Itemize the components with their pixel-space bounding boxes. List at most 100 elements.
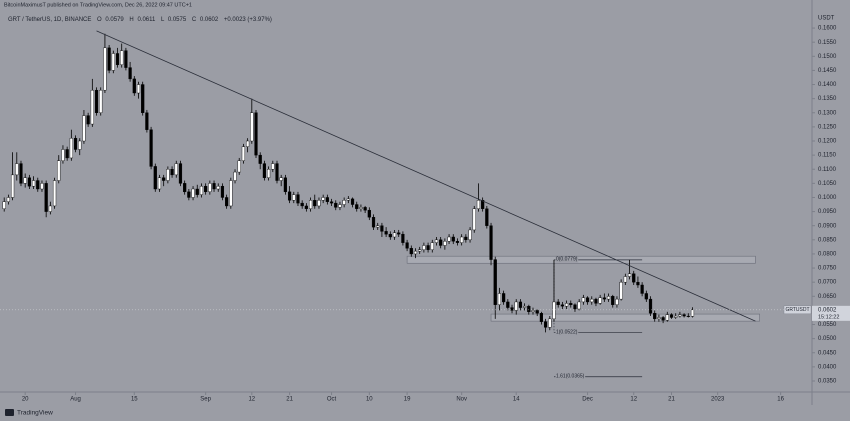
candle-body	[523, 305, 527, 308]
x-tick-label: 10	[366, 397, 373, 403]
candle-body	[397, 232, 401, 235]
candle-body	[485, 208, 489, 226]
candle-body	[157, 177, 162, 190]
candle-body	[548, 318, 552, 328]
candle-body	[661, 317, 665, 321]
candle-body	[183, 183, 187, 193]
legend-key: H	[129, 17, 133, 23]
candle-body	[124, 50, 128, 68]
x-tick-label: Sep	[200, 397, 211, 403]
candle-body	[65, 149, 69, 159]
candle-body	[149, 129, 153, 167]
candle-body	[229, 180, 233, 207]
x-tick-label: Nov	[456, 397, 467, 403]
price-tag-value: 0.0602	[818, 307, 837, 313]
x-tick-label: 20	[22, 397, 29, 403]
y-tick-label: 0.0800	[818, 252, 837, 258]
candle-body	[170, 169, 174, 176]
candle-body	[384, 231, 388, 235]
candle-body	[489, 225, 493, 260]
y-tick-label: 0.0750	[818, 266, 837, 272]
x-tick-label: 12	[630, 397, 637, 403]
candle-body	[434, 239, 439, 243]
candle-body	[590, 298, 594, 303]
footer-bar	[0, 405, 850, 421]
candle-body	[363, 207, 367, 211]
candle-body	[69, 137, 73, 159]
candle-body	[287, 191, 292, 201]
candle-body	[237, 160, 241, 173]
candle-body	[602, 297, 606, 300]
candle-body	[250, 112, 254, 142]
candle-body	[476, 200, 481, 209]
candle-body	[648, 298, 653, 314]
y-tick-label: 0.1250	[818, 124, 837, 130]
candle-body	[690, 309, 695, 317]
candle-body	[674, 315, 678, 318]
candle-body	[636, 281, 640, 286]
candle-body	[531, 310, 535, 313]
y-tick-label: 0.0950	[818, 209, 837, 215]
y-tick-label: 0.0850	[818, 237, 837, 243]
candle-body	[6, 197, 10, 202]
candle-body	[262, 163, 267, 178]
y-tick-label: 0.1000	[818, 195, 837, 201]
fib-label: 0(0.0779)	[556, 257, 578, 263]
candle-body	[627, 273, 632, 277]
candle-body	[212, 183, 216, 190]
brand-name: TradingView	[17, 410, 53, 417]
candle-body	[296, 194, 300, 204]
candle-body	[99, 89, 103, 113]
candle-body	[313, 200, 317, 207]
candle-body	[191, 188, 195, 198]
candle-body	[132, 78, 136, 94]
symbol-tag	[783, 305, 812, 315]
candle-body	[422, 245, 426, 250]
candle-body	[405, 242, 409, 249]
candle-body	[451, 236, 455, 242]
price-tag-countdown: 15:12:22	[818, 314, 839, 320]
candle-body	[527, 305, 531, 313]
candle-body	[657, 317, 661, 320]
candle-body	[300, 202, 304, 207]
candle-body	[267, 169, 271, 178]
candle-body	[430, 242, 434, 250]
candle-body	[283, 177, 287, 193]
candle-body	[246, 140, 250, 147]
x-tick-label: Aug	[70, 397, 81, 403]
candle-body	[195, 188, 199, 195]
y-tick-label: 0.1550	[818, 40, 837, 46]
candle-body	[447, 236, 451, 242]
candle-body	[577, 301, 581, 310]
candle-body	[321, 197, 325, 201]
candle-body	[15, 163, 19, 176]
candle-body	[460, 236, 464, 243]
candle-body	[304, 205, 308, 209]
candle-body	[481, 200, 485, 209]
y-tick-label: 0.0500	[818, 336, 837, 342]
candle-body	[338, 204, 342, 208]
candle-body	[44, 183, 48, 212]
candle-body	[82, 115, 86, 142]
candle-body	[502, 293, 506, 303]
candle-body	[514, 301, 518, 311]
y-tick-label: 0.1150	[818, 153, 837, 159]
candle-body	[31, 180, 36, 187]
candle-body	[623, 276, 627, 283]
candle-body	[292, 194, 296, 201]
x-tick-label: 19	[404, 397, 411, 403]
x-tick-label: 21	[286, 397, 293, 403]
y-tick-label: 0.0700	[818, 280, 837, 286]
candle-body	[325, 197, 329, 202]
legend-key: O	[97, 17, 102, 23]
candle-body	[107, 47, 111, 71]
candle-body	[418, 249, 422, 252]
candle-body	[61, 149, 65, 161]
fib-label: 1.61(0.0365)	[556, 374, 585, 380]
candle-body	[258, 154, 262, 164]
candle-body	[665, 314, 669, 321]
candle-body	[10, 174, 15, 198]
candle-body	[204, 185, 208, 193]
legend: GRT / TetherUS, 1D, BINANCE O 0.0579 H 0…	[8, 17, 272, 23]
